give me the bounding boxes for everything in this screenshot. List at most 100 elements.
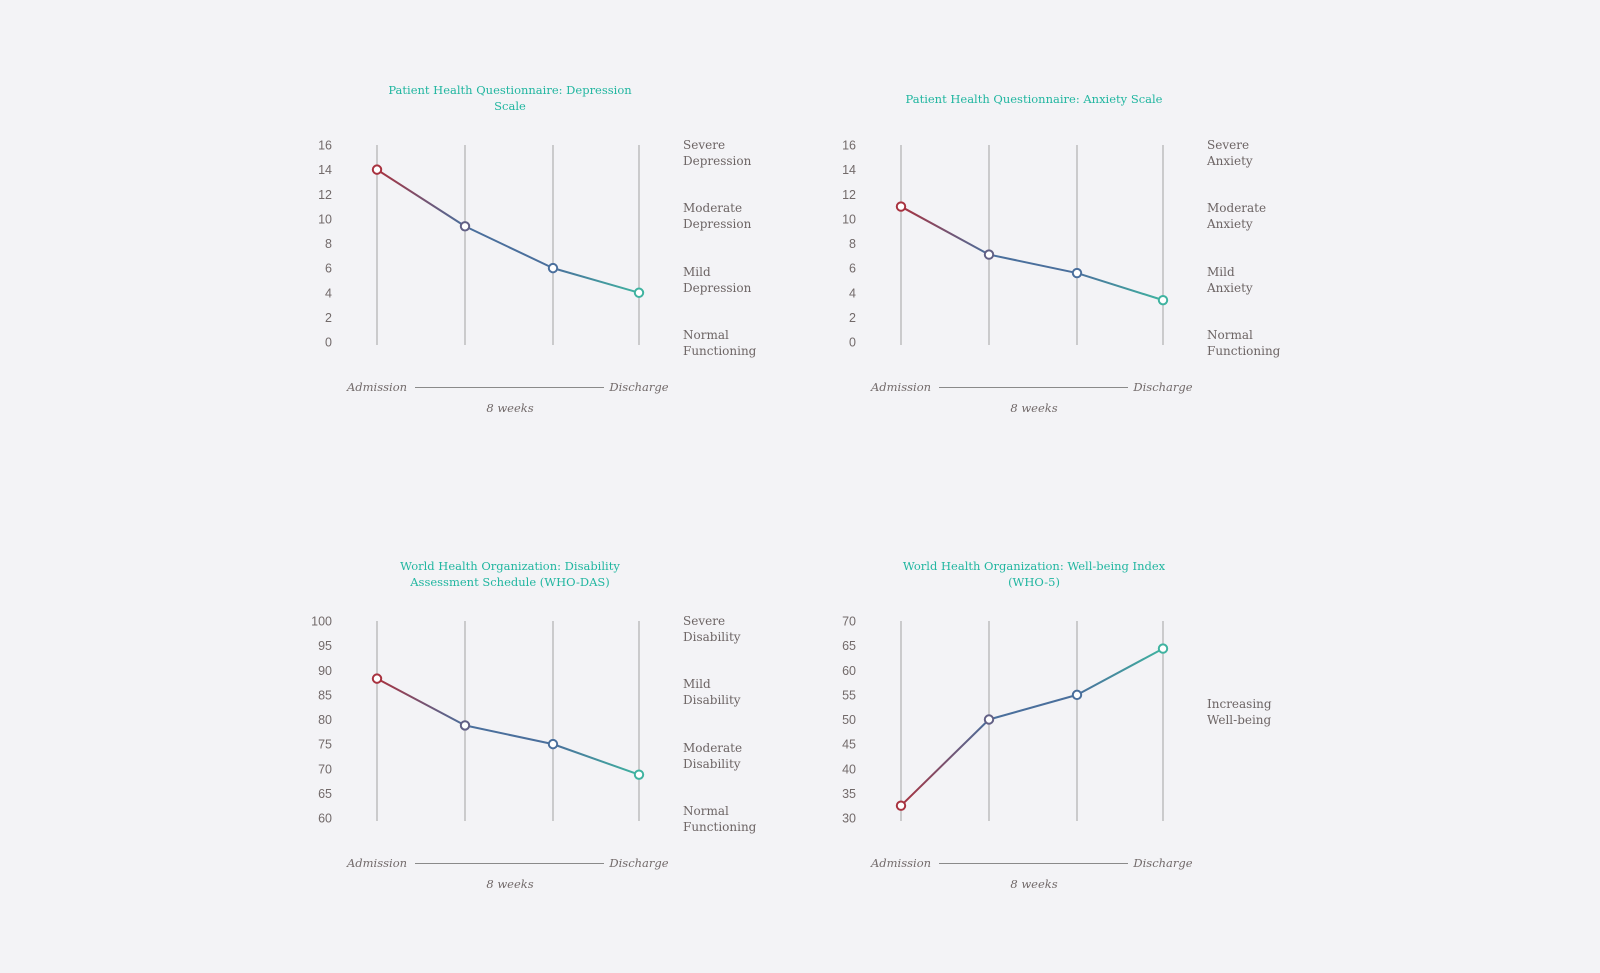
band-label: Moderate Depression [683,201,752,231]
band-label: Severe Anxiety [1206,138,1253,168]
duration-label: 8 weeks [1010,401,1057,415]
band-label: Normal Functioning [683,328,757,358]
chart-title: Patient Health Questionnaire: Depression [388,83,632,97]
y-tick-label: 60 [842,664,856,678]
chart-title: Scale [494,99,526,113]
discharge-label: Discharge [608,856,668,870]
series-line-segment [552,743,640,776]
data-point [547,738,559,750]
series-line-segment [376,677,466,727]
y-tick-label: 50 [842,713,856,727]
y-tick-label: 8 [849,237,856,251]
y-tick-label: 80 [318,713,332,727]
y-tick-label: 14 [842,163,856,177]
duration-label: 8 weeks [1010,877,1057,891]
y-tick-label: 12 [318,188,332,202]
data-point [983,249,995,260]
y-tick-label: 2 [849,311,856,325]
data-point [459,720,471,731]
data-point [547,262,559,274]
y-tick-label: 12 [842,188,856,202]
y-tick-label: 55 [842,688,856,702]
band-label: Increasing Well-being [1207,697,1272,727]
data-point [983,714,995,725]
y-tick-label: 4 [325,286,332,300]
duration-label: 8 weeks [486,877,533,891]
data-point [895,800,907,811]
admission-label: Admission [346,856,407,870]
admission-label: Admission [870,856,931,870]
y-tick-label: 70 [318,762,332,776]
y-tick-label: 40 [842,762,856,776]
chart-panel-1: Patient Health Questionnaire: Depression… [318,83,757,415]
y-tick-label: 65 [318,787,332,801]
y-tick-label: 14 [318,163,332,177]
y-tick-label: 95 [318,639,332,653]
series-line-segment [1076,272,1164,302]
data-point [633,769,645,780]
y-tick-label: 10 [318,212,332,226]
y-tick-label: 85 [318,688,332,702]
y-tick-label: 16 [842,139,856,153]
y-tick-label: 60 [318,812,332,826]
band-label: Moderate Anxiety [1206,201,1266,231]
y-tick-label: 35 [842,787,856,801]
band-label: Mild Depression [683,265,752,295]
y-tick-label: 0 [849,336,856,350]
data-point [633,287,645,298]
chart-title: Patient Health Questionnaire: Anxiety Sc… [906,92,1163,106]
y-tick-label: 6 [325,262,332,276]
y-tick-label: 70 [842,615,856,629]
series-line-segment [900,718,990,807]
discharge-label: Discharge [1132,856,1192,870]
band-label: Normal Functioning [1207,328,1281,358]
y-tick-label: 10 [842,212,856,226]
data-point [1071,689,1083,701]
y-tick-label: 75 [318,738,332,752]
chart-panel-4: World Health Organization: Well-being In… [842,559,1272,891]
y-tick-label: 0 [325,336,332,350]
admission-label: Admission [346,380,407,394]
data-point [1157,643,1169,654]
chart-title: Assessment Schedule (WHO-DAS) [409,575,610,589]
data-point [1071,267,1083,279]
band-label: Normal Functioning [683,804,757,834]
series-line-segment [376,168,466,228]
y-tick-label: 30 [842,812,856,826]
y-tick-label: 4 [849,286,856,300]
chart-panel-2: Patient Health Questionnaire: Anxiety Sc… [842,92,1281,415]
band-label: Severe Disability [683,614,741,644]
series-line-segment [464,225,554,270]
duration-label: 8 weeks [486,401,533,415]
y-tick-label: 45 [842,738,856,752]
chart-panel-3: World Health Organization: Disability Ass… [311,559,757,891]
series-line-segment [552,267,640,294]
discharge-label: Discharge [1132,380,1192,394]
y-tick-label: 65 [842,639,856,653]
series-line-segment [900,205,990,256]
data-point [371,164,383,175]
y-tick-label: 90 [318,664,332,678]
band-label: Severe Depression [683,138,752,168]
y-tick-label: 100 [311,615,332,629]
series-line-segment [464,724,554,746]
band-label: Mild Anxiety [1206,265,1253,295]
series-line-segment [988,253,1078,275]
band-label: Mild Disability [683,677,741,707]
data-point [371,673,383,684]
chart-title: World Health Organization: Disability [400,559,620,573]
y-tick-label: 8 [325,237,332,251]
y-tick-label: 2 [325,311,332,325]
discharge-label: Discharge [608,380,668,394]
data-point [895,201,907,212]
band-label: Moderate Disability [683,741,742,771]
series-line-segment [1076,647,1164,696]
y-tick-label: 6 [849,262,856,276]
y-tick-label: 16 [318,139,332,153]
series-line-segment [988,693,1078,721]
chart-title: (WHO-5) [1008,575,1060,589]
data-point [1157,294,1169,306]
data-point [459,221,471,232]
